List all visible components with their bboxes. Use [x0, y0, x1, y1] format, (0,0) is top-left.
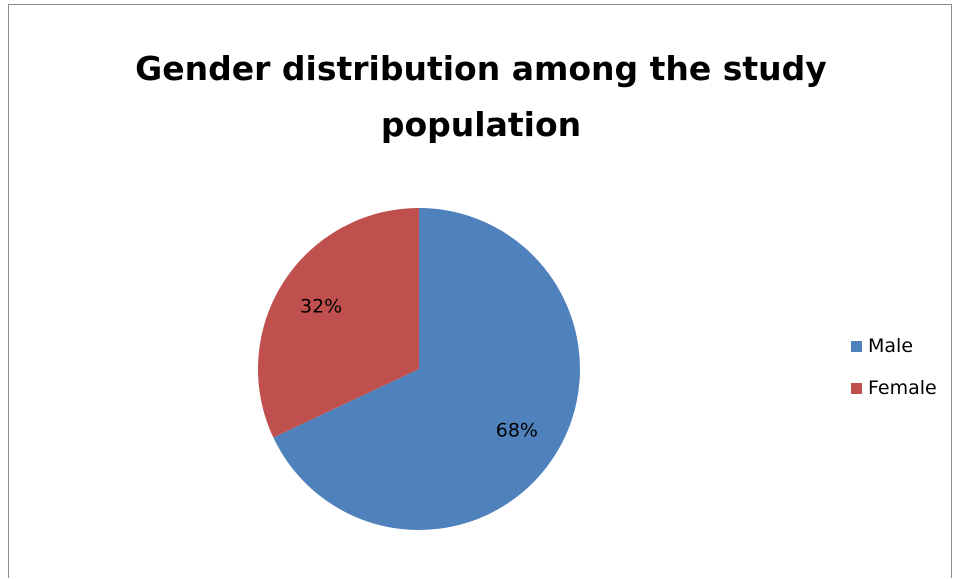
legend-item-female: Female — [851, 377, 951, 399]
chart-frame: Gender distribution among the study popu… — [8, 4, 952, 578]
legend-swatch-male — [851, 340, 862, 352]
legend-label-male: Male — [868, 335, 914, 357]
pie-label-male: 68% — [496, 420, 538, 442]
pie-label-female: 32% — [300, 295, 342, 317]
legend-label-female: Female — [868, 377, 937, 399]
pie-slice-female — [257, 208, 419, 438]
chart-title-line-1: Gender distribution among the study — [135, 49, 827, 88]
legend-swatch-female — [851, 382, 862, 394]
legend: Male Female — [851, 335, 951, 419]
pie-slice-male — [273, 208, 580, 531]
chart-title: Gender distribution among the study popu… — [9, 41, 953, 153]
pie-slices — [257, 208, 580, 531]
legend-item-male: Male — [851, 335, 951, 357]
pie-labels: 68% 32% — [300, 295, 538, 441]
pie-chart: 68% 32% — [257, 208, 580, 531]
chart-title-line-2: population — [380, 105, 582, 144]
